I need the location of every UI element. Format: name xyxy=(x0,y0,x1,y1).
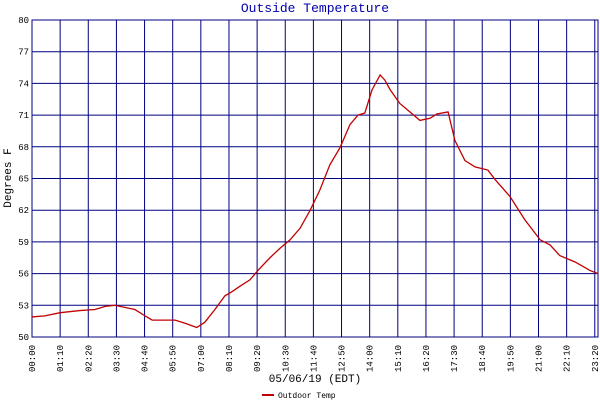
x-tick-label: 04:40 xyxy=(141,345,151,372)
x-tick-label: 22:10 xyxy=(563,345,573,372)
x-tick-label: 02:20 xyxy=(84,345,94,372)
x-tick-label: 08:10 xyxy=(225,345,235,372)
x-tick-label: 07:00 xyxy=(197,345,207,372)
x-tick-label: 05:50 xyxy=(169,345,179,372)
y-tick-label: 77 xyxy=(18,48,29,58)
y-tick-label: 59 xyxy=(18,238,29,248)
y-tick-label: 56 xyxy=(18,270,29,280)
x-tick-label: 21:00 xyxy=(535,345,545,372)
y-axis-label: Degrees F xyxy=(3,148,15,207)
y-tick-label: 68 xyxy=(18,143,29,153)
x-tick-label: 16:20 xyxy=(422,345,432,372)
x-tick-label: 19:50 xyxy=(506,345,516,372)
x-tick-label: 11:40 xyxy=(309,345,319,372)
y-tick-label: 71 xyxy=(18,111,29,121)
y-tick-label: 62 xyxy=(18,206,29,216)
data-line xyxy=(31,73,599,329)
x-tick-label: 00:00 xyxy=(28,345,38,372)
x-tick-label: 01:10 xyxy=(56,345,66,372)
y-tick-label: 65 xyxy=(18,175,29,185)
legend-label: Outdoor Temp xyxy=(278,392,336,400)
y-tick-label: 50 xyxy=(18,333,29,343)
x-tick-label: 23:20 xyxy=(591,345,600,372)
y-tick-label: 74 xyxy=(18,79,29,89)
x-tick-label: 17:30 xyxy=(450,345,460,372)
x-tick-label: 03:30 xyxy=(112,345,122,372)
chart-title: Outside Temperature xyxy=(241,1,389,16)
x-tick-label: 15:10 xyxy=(394,345,404,372)
y-tick-label: 80 xyxy=(18,16,29,26)
x-tick-label: 18:40 xyxy=(478,345,488,372)
x-tick-label: 10:30 xyxy=(281,345,291,372)
x-axis-label: 05/06/19 (EDT) xyxy=(269,374,361,386)
y-tick-label: 53 xyxy=(18,301,29,311)
x-tick-label: 14:00 xyxy=(366,345,376,372)
x-tick-label: 12:50 xyxy=(338,345,348,372)
x-tick-label: 09:20 xyxy=(253,345,263,372)
